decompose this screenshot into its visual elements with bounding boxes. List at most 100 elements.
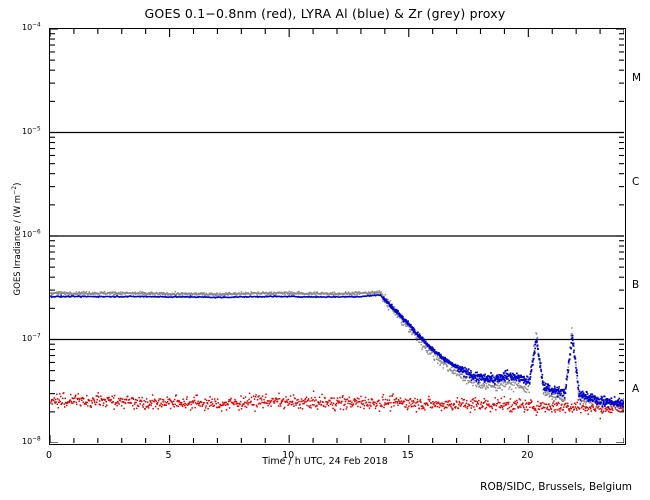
data-point [445, 400, 448, 403]
data-point [209, 396, 211, 398]
data-point [352, 292, 354, 294]
data-point [237, 402, 239, 405]
data-point [590, 407, 592, 410]
data-point [380, 292, 382, 295]
data-point [472, 402, 474, 404]
data-point [305, 401, 307, 403]
data-point [583, 408, 585, 410]
data-point [461, 397, 463, 400]
data-point [165, 293, 168, 295]
data-point [480, 401, 483, 403]
data-point [224, 294, 226, 297]
data-point [427, 353, 429, 355]
data-point [504, 369, 507, 372]
data-point [562, 398, 564, 401]
data-point [198, 401, 201, 404]
data-point [161, 398, 164, 401]
data-point [351, 405, 354, 407]
data-point [223, 403, 225, 405]
data-point [462, 399, 465, 401]
data-point [443, 402, 445, 405]
data-point [125, 291, 127, 293]
data-point [469, 375, 472, 377]
data-point [139, 290, 141, 293]
data-point [529, 402, 532, 404]
data-point [556, 395, 559, 398]
data-point [318, 396, 321, 398]
data-point [590, 403, 593, 405]
data-point [573, 349, 575, 352]
data-point [210, 404, 212, 406]
data-point [553, 385, 556, 388]
data-point [474, 397, 477, 399]
data-point [229, 399, 232, 401]
data-point [301, 400, 303, 402]
data-point [554, 396, 557, 399]
data-point [236, 405, 239, 407]
data-point [135, 407, 138, 410]
data-point [106, 404, 108, 406]
data-point [471, 376, 473, 379]
data-point [95, 395, 97, 397]
data-point [581, 400, 584, 402]
data-point [270, 291, 273, 293]
data-point [317, 401, 320, 404]
data-point [94, 291, 97, 294]
data-point [269, 400, 271, 402]
data-point [321, 393, 323, 396]
data-point [316, 291, 318, 293]
data-point [430, 346, 432, 348]
data-point [440, 409, 443, 412]
data-point [56, 291, 59, 293]
data-point [329, 400, 331, 402]
data-point [350, 406, 352, 408]
data-point [127, 402, 129, 404]
data-point [397, 404, 399, 406]
data-point [552, 401, 555, 404]
data-point [534, 352, 536, 354]
data-point [331, 293, 333, 295]
data-point [443, 358, 446, 360]
data-point [493, 404, 495, 406]
data-point [149, 292, 151, 294]
data-point [201, 405, 203, 408]
data-point [145, 406, 147, 408]
data-point [384, 398, 387, 401]
data-point [357, 401, 360, 403]
data-point [191, 293, 193, 295]
data-point [456, 373, 458, 375]
data-point [475, 380, 478, 382]
data-point [616, 402, 618, 405]
data-point [576, 372, 578, 374]
data-point [152, 407, 154, 410]
data-point [57, 293, 60, 296]
data-point [506, 373, 509, 375]
data-point [476, 401, 479, 403]
data-point [298, 400, 300, 403]
data-point [195, 403, 198, 405]
data-point [537, 353, 540, 356]
data-point [470, 369, 472, 372]
data-point [299, 293, 301, 295]
data-point [501, 405, 503, 407]
data-point [458, 400, 461, 403]
data-point [348, 292, 350, 295]
data-point [310, 291, 312, 294]
data-point [267, 400, 270, 402]
data-point [515, 402, 517, 405]
data-point [191, 400, 194, 402]
data-point [358, 293, 361, 295]
data-point [246, 400, 249, 402]
data-point [114, 291, 117, 293]
data-point [161, 293, 164, 296]
data-point [118, 291, 120, 294]
data-point [493, 376, 495, 379]
data-point [512, 408, 514, 411]
data-point [562, 400, 565, 402]
data-point [492, 385, 495, 388]
data-point [492, 380, 495, 383]
data-point [464, 404, 467, 406]
data-point [121, 398, 124, 400]
data-point [582, 392, 585, 395]
data-point [440, 355, 442, 357]
